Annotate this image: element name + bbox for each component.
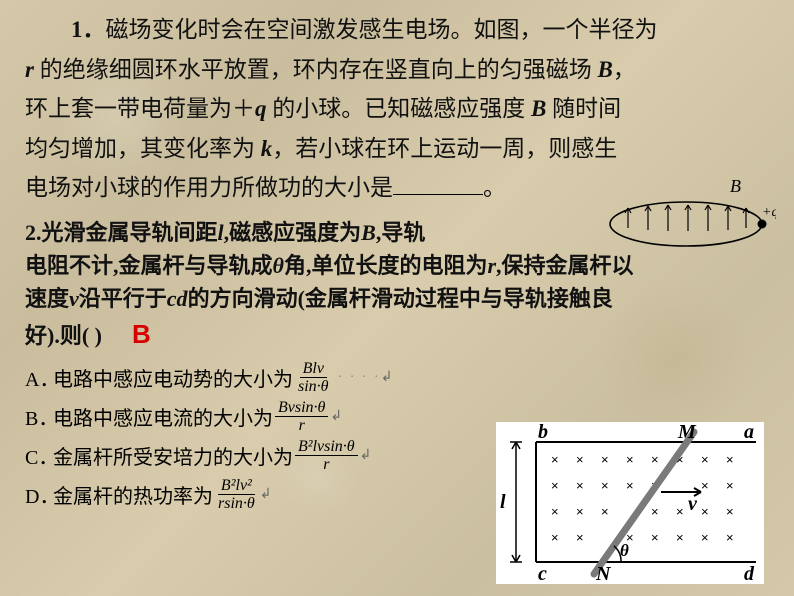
option-a: A． 电路中感应电动势的大小为 Blvsin·θ · · · ·↲ — [25, 360, 769, 396]
svg-text:×: × — [626, 452, 634, 467]
svg-text:×: × — [601, 478, 609, 493]
svg-text:×: × — [576, 478, 584, 493]
option-b-fraction: Bvsin·θr — [275, 399, 328, 435]
svg-text:×: × — [626, 478, 634, 493]
svg-text:×: × — [726, 530, 734, 545]
svg-text:×: × — [701, 504, 709, 519]
rail-figure: ×××××××× ××××××× ××××××× ××××××× b a c d… — [496, 422, 764, 584]
ring-B-label: B — [730, 178, 741, 196]
rail-a: a — [744, 422, 754, 443]
q1-B2: B — [531, 96, 546, 121]
rail-M: M — [677, 422, 697, 443]
svg-text:×: × — [576, 530, 584, 545]
ring-figure: B +q — [604, 178, 776, 250]
ring-q-label: +q — [762, 205, 776, 220]
q1-text: 磁场变化时会在空间激发感生电场。如图，一个半径为 — [106, 17, 658, 42]
svg-text:×: × — [551, 478, 559, 493]
rail-v: v — [688, 493, 698, 515]
q1-number: 1． — [71, 17, 106, 42]
q1-r: r — [25, 57, 34, 82]
svg-text:×: × — [726, 478, 734, 493]
rail-theta: θ — [620, 541, 629, 560]
answer-letter: B — [132, 319, 151, 349]
svg-text:×: × — [551, 452, 559, 467]
answer-blank[interactable] — [393, 172, 483, 195]
svg-text:×: × — [551, 504, 559, 519]
svg-text:×: × — [701, 530, 709, 545]
svg-text:×: × — [701, 452, 709, 467]
rail-b: b — [538, 422, 548, 443]
option-a-fraction: Blvsin·θ — [295, 360, 332, 396]
svg-text:×: × — [701, 478, 709, 493]
svg-text:×: × — [651, 504, 659, 519]
svg-text:×: × — [551, 530, 559, 545]
svg-text:×: × — [676, 530, 684, 545]
option-d-fraction: B²lv²rsin·θ — [215, 477, 258, 513]
svg-text:×: × — [576, 452, 584, 467]
option-c-fraction: B²lvsin·θr — [295, 438, 358, 474]
rail-d: d — [744, 563, 755, 584]
svg-text:×: × — [726, 504, 734, 519]
svg-text:×: × — [676, 504, 684, 519]
svg-text:×: × — [651, 530, 659, 545]
svg-text:×: × — [651, 452, 659, 467]
rail-l: l — [500, 491, 506, 513]
q1-q: q — [255, 96, 267, 121]
q1-k: k — [261, 136, 273, 161]
rail-c: c — [538, 563, 547, 584]
svg-text:×: × — [576, 504, 584, 519]
svg-text:×: × — [726, 452, 734, 467]
rail-N: N — [595, 563, 612, 584]
q2-number: 2. — [25, 220, 42, 245]
svg-text:×: × — [601, 452, 609, 467]
svg-text:×: × — [601, 504, 609, 519]
q1-B1: B — [597, 57, 612, 82]
